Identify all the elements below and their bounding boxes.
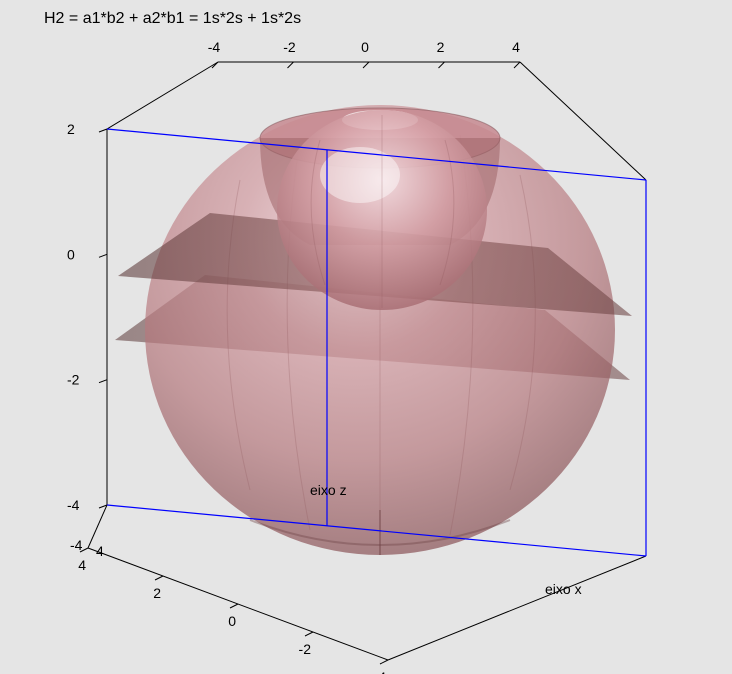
axis-label-z: eixo z (310, 482, 347, 498)
plot-3d-canvas: -4 -2 0 2 4 -4 -2 0 2 -4 -2 0 2 4 (0, 0, 732, 674)
y-tick-label: 2 (153, 585, 161, 601)
y-axis-bottom-ticks: -4 -2 0 2 4 (78, 548, 388, 674)
corner-tick-b: 4 (96, 543, 104, 559)
corner-tick-a: -4 (70, 537, 83, 553)
z-tick-label: -2 (67, 372, 80, 388)
y-tick-label: -4 (374, 669, 387, 674)
y-tick-label: 0 (228, 613, 236, 629)
z-tick-label: 0 (67, 246, 75, 262)
axis-label-x: eixo x (545, 581, 582, 597)
plot-title: H2 = a1*b2 + a2*b1 = 1s*2s + 1s*2s (44, 10, 301, 28)
x-tick-label: -4 (208, 39, 221, 55)
z-tick-label: 2 (67, 121, 75, 137)
z-tick-label: -4 (67, 497, 80, 513)
z-axis-left-ticks: -4 -2 0 2 (67, 121, 107, 513)
x-axis-top-ticks: -4 -2 0 2 4 (208, 39, 520, 68)
y-tick-label: -2 (299, 641, 312, 657)
x-tick-label: 4 (512, 39, 520, 55)
x-tick-label: 0 (361, 39, 369, 55)
x-tick-label: 2 (437, 39, 445, 55)
y-tick-label: 4 (78, 557, 86, 573)
x-tick-label: -2 (283, 39, 296, 55)
inner-isosurface (277, 110, 487, 310)
